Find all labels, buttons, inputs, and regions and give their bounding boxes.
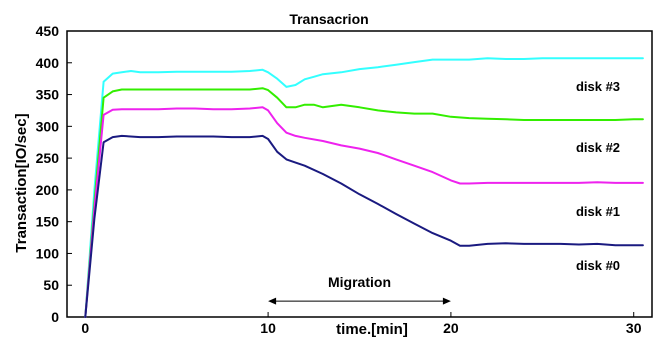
chart-title: Transacrion bbox=[289, 11, 368, 27]
y-tick-label: 300 bbox=[36, 118, 60, 134]
y-tick-label: 450 bbox=[36, 23, 60, 39]
series-label: disk #1 bbox=[576, 204, 620, 219]
series-label: disk #3 bbox=[576, 79, 620, 94]
series-line-2 bbox=[84, 106, 644, 318]
series-line-1 bbox=[84, 87, 644, 318]
y-tick-label: 50 bbox=[43, 277, 59, 293]
y-tick-label: 400 bbox=[36, 55, 60, 71]
x-tick-label: 30 bbox=[626, 320, 642, 336]
series-label: disk #0 bbox=[576, 258, 620, 273]
x-axis-ticks: 0 10 20 30 bbox=[81, 312, 642, 336]
migration-annotation: Migration bbox=[268, 274, 451, 305]
series-line-3 bbox=[84, 134, 644, 318]
migration-arrow-head-right bbox=[442, 297, 451, 305]
migration-label: Migration bbox=[328, 274, 391, 290]
x-tick-label: 10 bbox=[260, 320, 276, 336]
y-axis-label: Transaction[IO/sec] bbox=[13, 113, 30, 252]
y-tick-label: 350 bbox=[36, 87, 60, 103]
y-tick-label: 150 bbox=[36, 214, 60, 230]
series-lines bbox=[84, 57, 644, 318]
series-label: disk #2 bbox=[576, 140, 620, 155]
series-labels: disk #3 disk #2 disk #1 disk #0 bbox=[576, 79, 620, 273]
y-tick-label: 100 bbox=[36, 245, 60, 261]
plot-frame bbox=[66, 30, 653, 318]
y-tick-label: 200 bbox=[36, 182, 60, 198]
x-axis-label: time.[min] bbox=[336, 321, 408, 338]
y-tick-label: 250 bbox=[36, 150, 60, 166]
x-tick-label: 0 bbox=[81, 320, 89, 336]
migration-arrow-head-left bbox=[268, 297, 277, 305]
y-tick-label: 0 bbox=[51, 309, 59, 325]
x-tick-label: 20 bbox=[443, 320, 459, 336]
series-line-0 bbox=[84, 57, 644, 318]
